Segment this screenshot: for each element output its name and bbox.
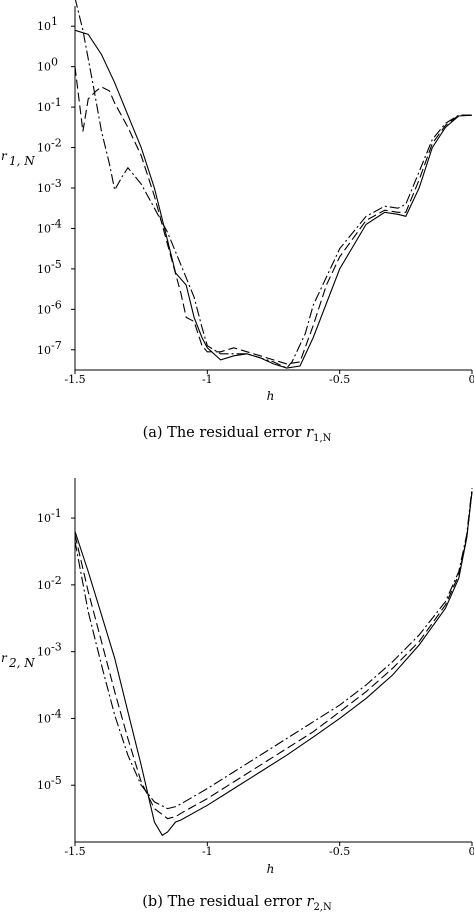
x-tick-label: 0 (469, 373, 474, 386)
x-tick-label: -0.5 (329, 373, 350, 386)
series-line-dashdot (75, 487, 473, 810)
chart-a: -1.5 -1 -0.5 010 -710 -610 -510 -410 -310 -210 -11… (1, 0, 474, 403)
y-tick-label: 10 (37, 222, 51, 235)
x-tick-label: -0.5 (329, 845, 350, 858)
series-line-dash (75, 491, 473, 820)
y-tick-exponent: -5 (51, 258, 62, 271)
y-axis-label-sub: 2, N (8, 656, 35, 670)
y-tick-label: 10 (37, 142, 51, 155)
y-tick-label: 10 (37, 182, 51, 195)
x-tick-label: -1.5 (64, 373, 85, 386)
series-line-dashdot (75, 0, 472, 369)
series-line-solid (75, 29, 473, 369)
caption-b-sub: 2,N (313, 901, 332, 913)
y-tick-exponent: -4 (51, 217, 62, 230)
y-axis-label: r (1, 149, 8, 163)
caption-a: (a) The residual error r1,N (0, 425, 474, 444)
x-tick-label: -1 (202, 373, 213, 386)
y-tick-exponent: -3 (51, 641, 62, 654)
y-tick-label: 10 (37, 61, 51, 74)
y-tick-label: 10 (37, 646, 51, 659)
y-tick-exponent: 1 (51, 15, 58, 28)
y-tick-label: 10 (37, 20, 51, 33)
y-tick-label: 10 (37, 512, 51, 525)
y-tick-exponent: 0 (51, 56, 58, 69)
y-axis-label-sub: 1, N (9, 154, 35, 168)
y-tick-exponent: -5 (51, 774, 62, 787)
y-tick-label: 10 (37, 101, 51, 114)
y-tick-label: 10 (37, 263, 51, 276)
x-axis-label: h (267, 862, 275, 876)
y-tick-exponent: -6 (51, 298, 62, 311)
y-tick-exponent: -2 (51, 574, 62, 587)
caption-a-sub: 1,N (313, 432, 332, 444)
caption-b-prefix: (b) The residual error (142, 894, 307, 910)
x-tick-label: -1 (202, 845, 213, 858)
y-tick-label: 10 (37, 579, 51, 592)
caption-b-symbol: r (306, 894, 314, 910)
x-tick-label: 0 (469, 845, 474, 858)
y-tick-label: 10 (37, 344, 51, 357)
series-line-dash (75, 66, 472, 365)
caption-b: (b) The residual error r2,N (0, 894, 474, 913)
y-tick-label: 10 (37, 779, 51, 792)
y-tick-exponent: -3 (51, 177, 62, 190)
x-tick-label: -1.5 (64, 845, 85, 858)
y-tick-exponent: -2 (51, 137, 62, 150)
y-tick-label: 10 (37, 303, 51, 316)
y-tick-exponent: -1 (51, 507, 62, 520)
y-tick-exponent: -1 (51, 96, 62, 109)
y-tick-exponent: -4 (51, 707, 62, 720)
chart-b: -1.5 -1 -0.5 010-510-410-310-210 -1hr 2, N (1, 478, 474, 876)
caption-a-symbol: r (306, 425, 314, 441)
y-axis-label: r (1, 651, 8, 665)
y-tick-label: 10 (37, 712, 51, 725)
caption-a-prefix: (a) The residual error (142, 425, 307, 441)
x-axis-label: h (267, 389, 275, 403)
series-line-solid (75, 491, 473, 837)
y-tick-exponent: -7 (51, 339, 62, 352)
